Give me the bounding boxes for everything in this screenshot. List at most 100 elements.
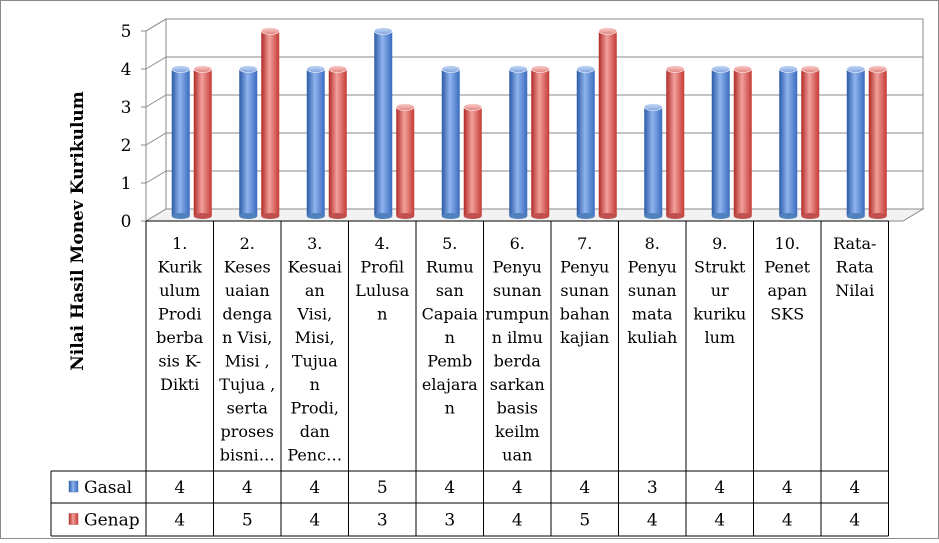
x-category-label: 1. Kurik ulum Prodi berba sis K-Dikti bbox=[156, 234, 204, 394]
bar-bottom bbox=[598, 213, 617, 219]
bar-top bbox=[328, 65, 348, 73]
bar-face bbox=[239, 69, 258, 216]
bar-face bbox=[666, 69, 685, 216]
table-cell-value: 5 bbox=[242, 511, 253, 531]
y-tick-label: 5 bbox=[121, 22, 132, 42]
bar-bottom bbox=[509, 213, 528, 219]
bar-bottom bbox=[193, 213, 212, 219]
x-category-label: 4. Profil Lulusa n bbox=[355, 234, 410, 324]
bar-face bbox=[463, 107, 482, 216]
bar-bottom bbox=[733, 213, 752, 219]
bar-top bbox=[306, 65, 326, 73]
bar-bottom bbox=[779, 213, 798, 219]
table-cell-value: 4 bbox=[647, 511, 658, 531]
bar-bottom bbox=[868, 213, 887, 219]
bar-face bbox=[711, 69, 730, 216]
table-cell-value: 3 bbox=[647, 478, 658, 498]
bar-bottom bbox=[171, 213, 190, 219]
table-cell-value: 4 bbox=[714, 478, 725, 498]
bar-bottom bbox=[576, 213, 595, 219]
bar-genap bbox=[733, 65, 753, 219]
table-cell-value: 4 bbox=[512, 478, 523, 498]
bar-face bbox=[846, 69, 865, 216]
y-tick-label: 4 bbox=[121, 60, 132, 80]
bar-face bbox=[801, 69, 820, 216]
bar-gasal bbox=[306, 65, 326, 219]
table-cell-value: 3 bbox=[377, 511, 388, 531]
bar-genap bbox=[665, 65, 685, 219]
data-table: 1. Kurik ulum Prodi berba sis K-Dikti 2. Keses u… bbox=[50, 220, 889, 537]
bar-gasal bbox=[778, 65, 798, 219]
bar-top bbox=[800, 65, 820, 73]
x-category-label: 2. Keses uaian denga n Visi, Misi , Tujua , ser… bbox=[219, 234, 275, 465]
bar-top bbox=[238, 65, 258, 73]
bar-top bbox=[846, 65, 866, 73]
bar-top bbox=[441, 65, 461, 73]
legend-swatch-gasal bbox=[68, 480, 79, 493]
bar-gasal bbox=[171, 65, 191, 219]
x-category-label: Rata-Rata Nilai bbox=[833, 234, 876, 300]
legend-label-genap: Genap bbox=[84, 511, 140, 531]
gridline bbox=[145, 18, 923, 32]
table-cell-value: 4 bbox=[512, 511, 523, 531]
bar-face bbox=[531, 69, 550, 216]
bar-bottom bbox=[801, 213, 820, 219]
table-cell-value: 4 bbox=[849, 511, 860, 531]
bar-top bbox=[665, 65, 685, 73]
bar-top bbox=[463, 103, 483, 111]
bar-bottom bbox=[846, 213, 865, 219]
bar-gasal bbox=[508, 65, 528, 219]
bar-gasal bbox=[643, 103, 663, 219]
bar-face bbox=[576, 69, 595, 216]
bar-top bbox=[733, 65, 753, 73]
bar-top bbox=[530, 65, 550, 73]
bar-face bbox=[779, 69, 798, 216]
bar-face bbox=[396, 107, 415, 216]
bar-genap bbox=[328, 65, 348, 219]
bar-top bbox=[711, 65, 731, 73]
bar-top bbox=[598, 27, 618, 35]
bar-top bbox=[778, 65, 798, 73]
y-tick-label: 2 bbox=[121, 136, 132, 156]
table-cell-value: 4 bbox=[174, 511, 185, 531]
y-tick-label: 0 bbox=[121, 212, 132, 232]
bar-face bbox=[441, 69, 460, 216]
bar-face bbox=[171, 69, 190, 216]
bar-genap bbox=[395, 103, 415, 219]
x-category-label: 9. Strukt ur kuriku lum bbox=[693, 234, 746, 347]
bar-genap bbox=[193, 65, 213, 219]
bar-bottom bbox=[463, 213, 482, 219]
bar-face bbox=[306, 69, 325, 216]
bar-genap bbox=[868, 65, 888, 219]
gridline bbox=[145, 56, 923, 70]
bar-bottom bbox=[531, 213, 550, 219]
bar-top bbox=[868, 65, 888, 73]
table-cell-value: 4 bbox=[309, 478, 320, 498]
x-category-label: 10. Penet apan SKS bbox=[764, 234, 810, 324]
bar-bottom bbox=[374, 213, 393, 219]
table-cell-value: 4 bbox=[782, 478, 793, 498]
bar-face bbox=[598, 31, 617, 216]
y-tick-label: 3 bbox=[121, 98, 132, 118]
bar-gasal bbox=[441, 65, 461, 219]
legend-label-gasal: Gasal bbox=[84, 478, 132, 498]
bar-genap bbox=[800, 65, 820, 219]
bar-genap bbox=[463, 103, 483, 219]
bar-face bbox=[509, 69, 528, 216]
bar-gasal bbox=[711, 65, 731, 219]
bar-face bbox=[374, 31, 393, 216]
bar-top bbox=[260, 27, 280, 35]
table-cell-value: 4 bbox=[309, 511, 320, 531]
table-cell-value: 4 bbox=[579, 478, 590, 498]
plot-area: 0 1 2 3 4 5 bbox=[121, 18, 925, 232]
bar-genap bbox=[530, 65, 550, 219]
bar-face bbox=[193, 69, 212, 216]
bar-bottom bbox=[666, 213, 685, 219]
legend-swatch-genap bbox=[68, 513, 79, 525]
bar-gasal bbox=[576, 65, 596, 219]
table-cell-value: 4 bbox=[849, 478, 860, 498]
bar-top bbox=[171, 65, 191, 73]
bar-bottom bbox=[239, 213, 258, 219]
